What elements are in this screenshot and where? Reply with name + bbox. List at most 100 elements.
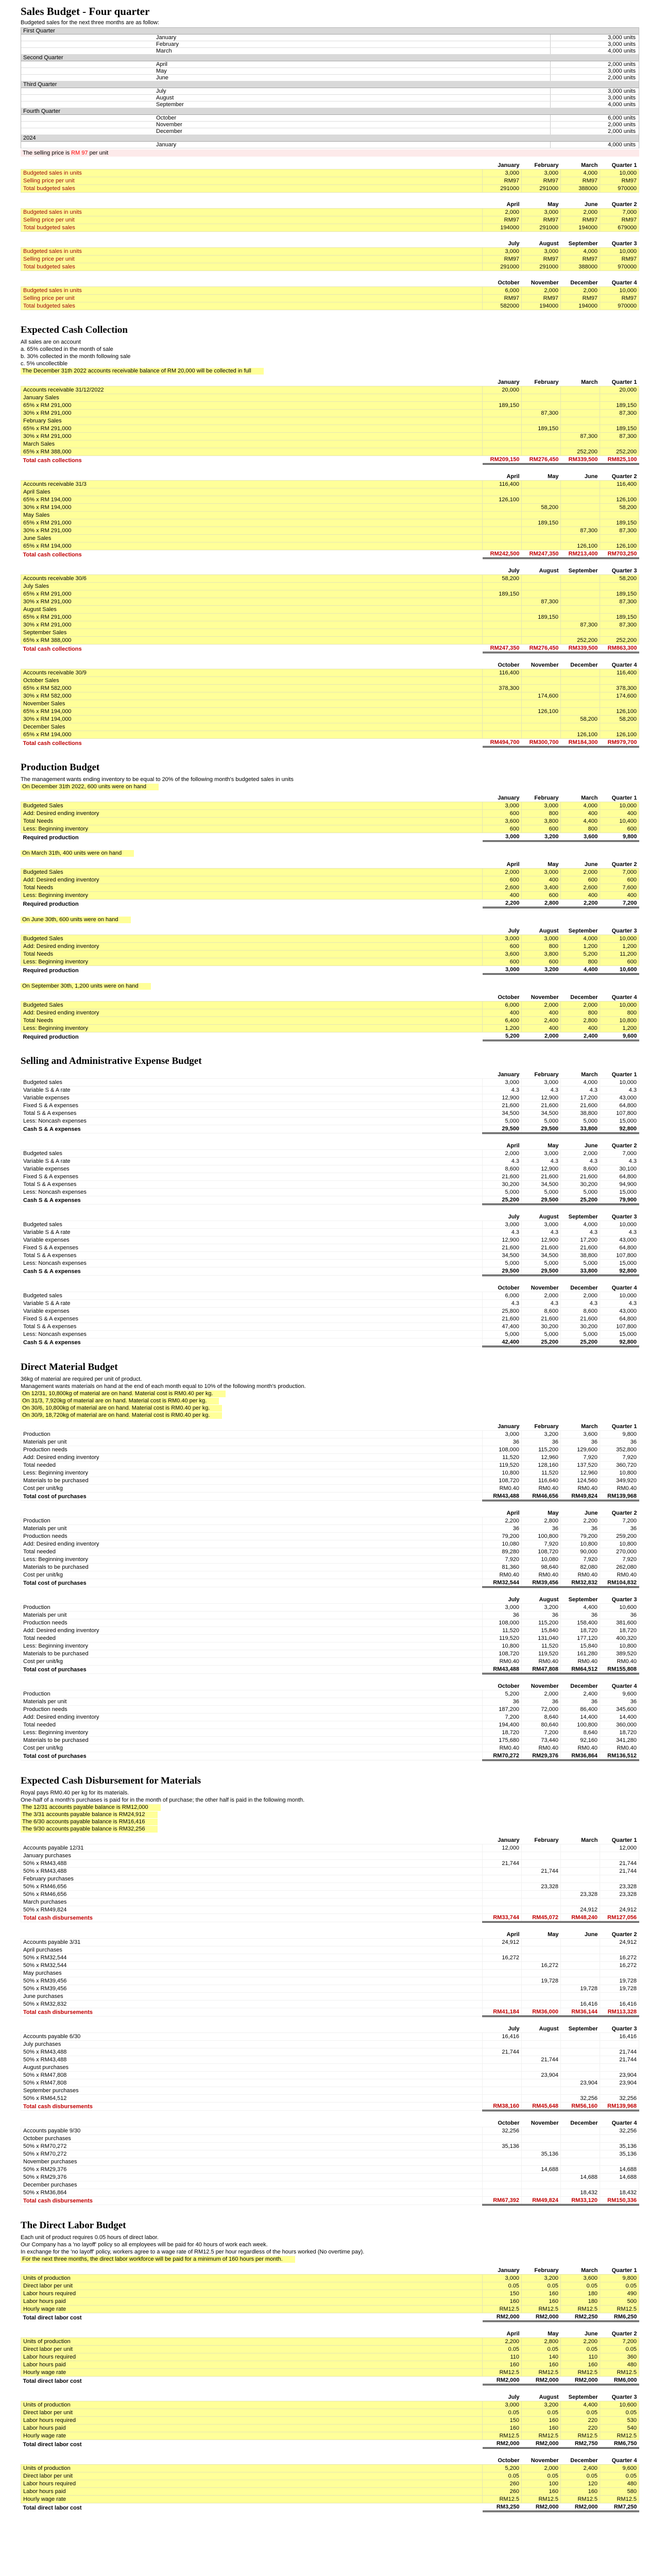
row-label: Less: Beginning inventory — [21, 1024, 483, 1032]
column-header: September — [568, 928, 598, 934]
cell-value: 180 — [560, 2297, 600, 2306]
row-label: Accounts receivable 30/9 — [21, 669, 483, 677]
row-label: Total S & A expenses — [21, 1323, 483, 1331]
cell-value — [521, 2040, 561, 2048]
cell-value: 3,000 — [482, 1430, 522, 1438]
cell-value — [521, 629, 561, 637]
row-label: Total Needs — [21, 817, 483, 825]
table-row: Total direct labor cost RM2,000 RM2,000 RM2… — [21, 2376, 639, 2385]
row-label: Less: Noncash expenses — [21, 1117, 483, 1125]
cell-value: 11,520 — [482, 1626, 522, 1635]
cell-value — [482, 1977, 522, 1985]
table-row: 30% x RM 291,000 87,300 87,300 — [21, 432, 639, 440]
cell-value: 11,520 — [521, 1642, 561, 1650]
table-row: Less: Noncash expenses 5,000 5,000 5,000 15,… — [21, 1117, 639, 1125]
column-header: October — [498, 994, 520, 1001]
cell-value: RM2,000 — [521, 2439, 561, 2449]
cell-value: 10,800 — [600, 1642, 639, 1650]
cell-value: 58,200 — [521, 503, 561, 512]
forecast-units-value: 6,000 units — [550, 115, 639, 121]
cell-value: 10,800 — [600, 1469, 639, 1477]
row-label-header — [21, 994, 483, 1002]
column-header-row: October November December Quarter 4 — [21, 1683, 639, 1690]
cell-value: 400 — [560, 809, 600, 818]
cell-value: 140 — [521, 2353, 561, 2361]
row-label: 65% x RM 291,000 — [21, 425, 483, 433]
cell-value — [482, 2158, 522, 2166]
cell-value: 7,000 — [600, 868, 639, 876]
forecast-units-value: 4,000 units — [550, 48, 639, 54]
cell-value: 5,000 — [560, 1188, 600, 1196]
cell-value: 7,200 — [600, 1517, 639, 1525]
row-label: December Sales — [21, 723, 483, 731]
cell-value: 12,000 — [600, 1844, 639, 1852]
note-line: On 30/9, 18,720kg of material are on han… — [21, 1412, 223, 1419]
table-row: Add: Desired ending inventory 7,200 8,640 1… — [21, 1713, 639, 1721]
row-label: Labor hours required — [21, 2353, 483, 2361]
cell-value: 23,904 — [521, 2071, 561, 2079]
row-label: 50% x RM32,832 — [21, 2000, 483, 2008]
cell-value — [482, 636, 522, 645]
row-label: Cash S & A expenses — [21, 1196, 483, 1205]
cell-value: RM97 — [521, 177, 561, 185]
column-header: December — [570, 994, 598, 1001]
cell-value: 21,600 — [521, 1315, 561, 1323]
table-row: Direct labor per unit 0.05 0.05 0.05 0.05 — [21, 2472, 639, 2480]
cell-value — [521, 527, 561, 535]
table-row: 65% x RM 194,000 126,100 126,100 — [21, 542, 639, 550]
table-row: October Sales — [21, 676, 639, 685]
row-label: 65% x RM 194,000 — [21, 707, 483, 716]
cell-value: 260 — [482, 2480, 522, 2488]
cell-value: 34,500 — [521, 1109, 561, 1117]
cell-value: 116,640 — [521, 1477, 561, 1485]
column-header: January — [498, 795, 520, 801]
row-label: April purchases — [21, 1946, 483, 1954]
cell-value: 3,000 — [521, 1149, 561, 1158]
row-label: Production needs — [21, 1532, 483, 1540]
row-label: Total cash collections — [21, 644, 483, 653]
column-header: January — [498, 2267, 520, 2274]
cell-value: RM150,336 — [600, 2196, 639, 2206]
row-label: 50% x RM43,488 — [21, 1867, 483, 1875]
cell-value: 21,744 — [600, 2048, 639, 2056]
row-label: 50% x RM29,376 — [21, 2173, 483, 2181]
row-label: Less: Beginning inventory — [21, 1728, 483, 1737]
cell-value: 3,000 — [482, 247, 522, 256]
cell-value: 194000 — [482, 224, 522, 232]
cell-value — [560, 2127, 600, 2135]
cell-value: 800 — [560, 1009, 600, 1017]
table-row: Accounts payable 3/31 24,912 24,912 — [21, 1938, 639, 1946]
table-row: August Sales — [21, 605, 639, 614]
row-label: Cash S & A expenses — [21, 1267, 483, 1276]
section-direct-material: Direct Material Budget 36kg of material a… — [21, 1362, 639, 1761]
cell-value: 3,200 — [521, 2274, 561, 2282]
table-row: 50% x RM70,272 35,136 35,136 — [21, 2142, 639, 2150]
table-row: Add: Desired ending inventory 11,520 15,84… — [21, 1626, 639, 1635]
cell-value: 490 — [600, 2290, 639, 2298]
cell-value — [482, 723, 522, 731]
cell-value: 16,272 — [600, 1954, 639, 1962]
cell-value: 87,300 — [521, 598, 561, 606]
cell-value: 582000 — [482, 302, 522, 310]
cell-value: RM139,968 — [600, 1492, 639, 1501]
cell-value: 160 — [482, 2297, 522, 2306]
cell-value: 2,200 — [560, 1517, 600, 1525]
cell-value: 79,900 — [600, 1196, 639, 1205]
column-header-row: July August September Quarter 3 — [21, 240, 639, 248]
cell-value: 30,200 — [560, 1323, 600, 1331]
cell-value: 2,800 — [521, 899, 561, 908]
cell-value: 291000 — [482, 184, 522, 193]
table-row: Total budgeted sales 291000 291000 388000 97… — [21, 263, 639, 271]
cell-value: RM2,000 — [521, 2376, 561, 2385]
cell-value: 5,000 — [521, 1117, 561, 1125]
cell-value: 9,800 — [600, 833, 639, 842]
cell-value: RM41,184 — [482, 2008, 522, 2017]
cell-value: 58,200 — [600, 503, 639, 512]
cell-value — [521, 731, 561, 739]
row-label: 30% x RM 291,000 — [21, 409, 483, 417]
note-line: On 12/31, 10,800kg of material are on ha… — [21, 1391, 226, 1397]
cell-value: 116,400 — [482, 480, 522, 488]
cell-value: 400 — [560, 1024, 600, 1032]
table-row: Production 2,200 2,800 2,200 7,200 — [21, 1517, 639, 1525]
cell-value — [521, 2173, 561, 2181]
